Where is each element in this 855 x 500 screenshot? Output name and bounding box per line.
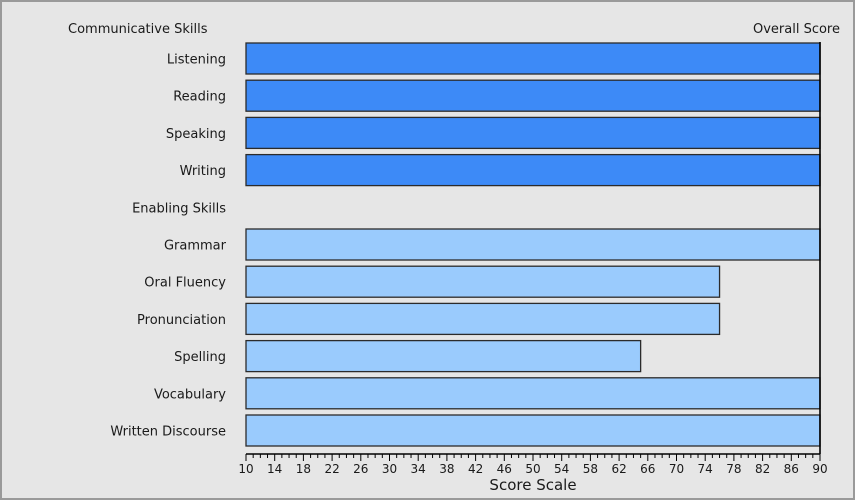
x-tick-label: 74 xyxy=(698,462,713,476)
row-label-grammar: Grammar xyxy=(164,239,227,254)
x-tick-label: 38 xyxy=(439,462,454,476)
x-tick-label: 70 xyxy=(669,462,684,476)
x-tick-label: 26 xyxy=(353,462,368,476)
bar-reading xyxy=(245,79,821,112)
bars-layer: Listening Reading Speaking Writing Enabling … xyxy=(110,42,821,447)
row-label-vocabulary: Vocabulary xyxy=(154,387,226,402)
x-tick-label: 22 xyxy=(324,462,339,476)
bar-spelling xyxy=(245,339,642,373)
row-label-writing: Writing xyxy=(180,164,226,179)
x-axis: 10 14 18 22 26 30 34 38 42 46 50 54 58 62 66 70 74 78 82 86… xyxy=(238,42,828,476)
x-tick-label: 46 xyxy=(497,462,512,476)
right-header: Overall Score xyxy=(753,22,840,37)
x-tick-label: 86 xyxy=(784,462,799,476)
x-tick-label: 82 xyxy=(755,462,770,476)
x-tick-label: 42 xyxy=(468,462,483,476)
bar-grammar xyxy=(245,228,821,261)
row-label-reading: Reading xyxy=(173,90,226,105)
row-label-spelling: Spelling xyxy=(174,350,226,365)
bar-oral-fluency xyxy=(245,265,721,298)
x-tick-label: 34 xyxy=(411,462,426,476)
x-tick-label: 50 xyxy=(525,462,540,476)
row-label-written-discourse: Written Discourse xyxy=(110,425,226,440)
row-label-listening: Listening xyxy=(167,53,226,68)
x-tick-label: 58 xyxy=(583,462,598,476)
left-header: Communicative Skills xyxy=(68,22,208,37)
x-tick-label: 14 xyxy=(267,462,282,476)
x-tick-label: 18 xyxy=(296,462,311,476)
row-label-pronunciation: Pronunciation xyxy=(137,313,226,328)
bar-speaking xyxy=(245,116,821,150)
bar-writing xyxy=(245,153,821,187)
x-tick-label: 30 xyxy=(382,462,397,476)
bar-pronunciation xyxy=(245,302,721,336)
x-axis-label: Score Scale xyxy=(489,476,576,494)
x-tick-label: 10 xyxy=(238,462,253,476)
x-tick-label: 54 xyxy=(554,462,569,476)
x-tick-label: 66 xyxy=(640,462,655,476)
bar-vocabulary xyxy=(245,377,821,410)
bar-written-discourse xyxy=(245,414,821,447)
x-tick-label: 62 xyxy=(611,462,626,476)
x-tick-label: 90 xyxy=(812,462,827,476)
row-label-speaking: Speaking xyxy=(166,127,226,142)
row-label-oral-fluency: Oral Fluency xyxy=(144,276,226,291)
x-tick-label: 78 xyxy=(726,462,741,476)
bar-listening xyxy=(245,42,821,75)
group-header-enabling-skills: Enabling Skills xyxy=(132,201,226,216)
